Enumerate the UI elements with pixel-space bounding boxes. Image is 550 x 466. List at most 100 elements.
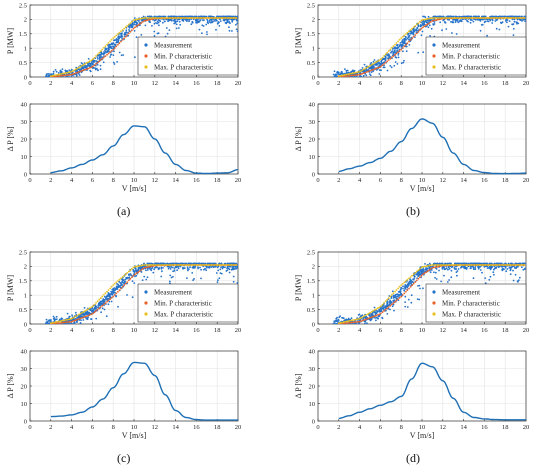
max-p-point [366,66,368,69]
legend-marker [432,301,436,305]
measurement-point [116,61,118,63]
min-p-point [146,19,149,21]
max-p-point [70,71,72,73]
x-tick-label: 4 [358,80,362,87]
x-tick-label: 2 [337,177,340,184]
measurement-point [112,61,115,64]
measurement-points [45,15,238,77]
measurement-point [474,18,477,21]
max-p-point [444,17,446,19]
measurement-point [483,265,486,268]
max-p-point [339,321,342,324]
measurement-point [337,319,340,322]
measurement-point [491,266,493,269]
max-p-point [470,17,473,19]
measurement-point [523,268,526,270]
measurement-point [181,262,184,265]
measurement-point [472,266,475,269]
min-p-point [149,265,152,268]
min-p-point [78,71,80,73]
measurement-point [113,50,115,53]
measurement-point [502,267,504,270]
min-p-point [387,306,390,308]
max-p-point [156,17,158,19]
measurement-point [160,267,163,270]
min-p-point [400,48,403,51]
max-p-point [223,264,225,266]
x-tick-label: 6 [91,327,95,334]
measurement-point [229,22,231,24]
max-p-point [348,320,351,322]
min-p-point [60,321,63,324]
min-p-point [81,316,83,319]
min-p-point [67,321,69,323]
delta-p-line [50,125,239,175]
measurement-point [199,19,201,21]
legend-label: Measurement [442,289,480,297]
min-p-point [65,74,68,77]
max-p-point [511,17,513,19]
measurement-point [96,58,99,60]
measurement-point [117,35,120,37]
max-p-point [165,17,168,19]
measurement-point [53,317,56,319]
max-p-point [454,17,457,19]
measurement-point [206,31,208,33]
measurement-point [102,61,105,64]
max-p-point [184,17,186,19]
y-tick-label: 10 [21,154,28,161]
measurement-point [512,269,514,272]
min-p-point [386,60,389,63]
min-p-point [344,75,346,77]
min-p-point [422,26,424,29]
measurement-point [489,268,492,271]
x-tick-label: 10 [419,177,426,184]
measurement-point [200,15,202,18]
max-p-point [350,319,353,322]
measurement-point [126,294,128,296]
min-p-point [141,268,144,270]
max-p-point [79,65,82,68]
max-p-point [92,305,94,308]
measurement-point [466,15,469,18]
max-p-point [171,17,174,19]
max-p-point [500,17,502,19]
max-p-point [215,264,218,266]
measurement-point [452,21,454,24]
min-p-point [378,313,381,316]
max-p-point [523,17,526,19]
max-p-point [489,264,491,266]
max-p-point [356,71,359,74]
max-p-point [464,17,467,19]
max-p-point [148,264,151,266]
max-p-point [202,264,205,266]
max-p-point [415,270,418,273]
y-tick-label: 40 [21,101,28,108]
max-p-point [486,264,488,266]
max-p-point [434,264,437,266]
x-tick-label: 0 [316,80,319,87]
measurement-point [157,268,160,271]
measurement-point [87,58,90,60]
x-tick-label: 12 [152,177,159,184]
measurement-point [378,69,381,71]
measurement-point [80,319,82,321]
y-tick-label: 0 [24,74,27,81]
measurement-point [427,19,430,22]
min-p-point [361,319,364,322]
measurement-point [506,268,509,270]
measurement-point [463,267,466,270]
measurement-point [101,56,104,58]
measurement-point [403,289,406,292]
measurement-point [52,72,55,75]
min-p-point [412,35,415,38]
max-p-point [462,264,465,266]
max-p-point [209,264,211,266]
max-p-point [492,17,495,19]
y-tick-label: 1.5 [307,31,315,38]
max-p-point [467,17,470,19]
measurement-point [218,277,221,280]
measurement-point [190,23,193,26]
measurement-point [230,268,233,271]
